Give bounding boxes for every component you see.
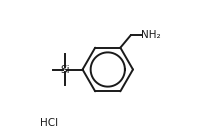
Text: NH₂: NH₂ <box>141 30 161 40</box>
Text: Si: Si <box>60 64 70 75</box>
Text: HCl: HCl <box>40 118 59 128</box>
